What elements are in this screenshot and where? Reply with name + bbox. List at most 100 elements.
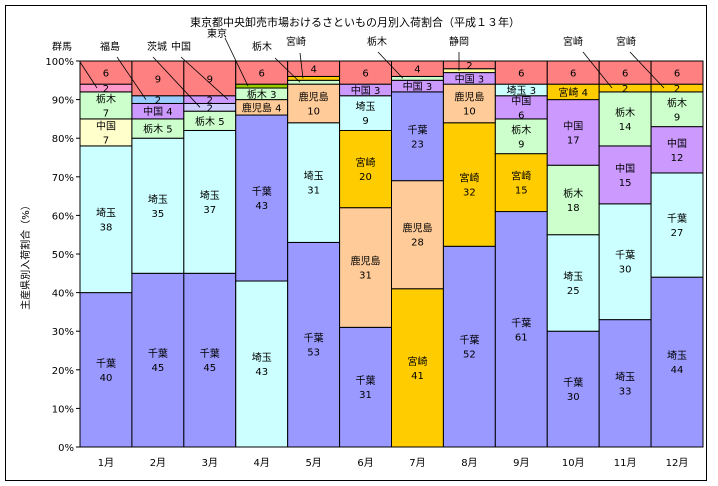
data-label: 23	[411, 139, 424, 150]
bar-segment	[287, 122, 341, 243]
segment-name-label: 宮崎	[459, 172, 479, 185]
segment-name-label: 栃木	[511, 123, 531, 136]
callout-label: 栃木	[367, 35, 387, 48]
data-label: 33	[619, 386, 632, 397]
bar-segment	[650, 172, 704, 278]
data-label: 7	[103, 135, 109, 146]
callout-label: 宮崎	[563, 35, 583, 48]
callout-label: 宮崎	[286, 35, 306, 48]
data-label: 2	[466, 61, 472, 72]
bar-segment	[79, 292, 133, 448]
data-label: 2	[207, 103, 213, 114]
y-tick-label: 10%	[52, 404, 74, 415]
segment-name-label: 千葉	[148, 347, 168, 360]
bar-segment	[650, 126, 704, 174]
x-tick-label: 3月	[202, 457, 218, 469]
y-tick-label: 100%	[45, 57, 74, 68]
data-label: 61	[515, 332, 528, 343]
segment-name-label: 千葉	[96, 357, 116, 370]
x-tick-label: 10月	[562, 457, 585, 469]
data-label: 栃木 3	[247, 88, 277, 101]
segment-name-label: 埼玉	[252, 351, 272, 364]
callout-leader-line	[629, 51, 665, 89]
segment-name-label: 栃木	[667, 96, 687, 109]
callout-label: 東京	[207, 27, 227, 40]
data-label: 6	[622, 69, 628, 80]
data-label: 30	[619, 265, 632, 276]
segment-name-label: 鹿児島	[402, 222, 432, 235]
bar-segment	[339, 129, 393, 209]
bar-segment	[442, 122, 496, 247]
bar-segment	[79, 91, 133, 120]
segment-name-label: 宮崎	[356, 156, 376, 169]
x-tick-label: 7月	[409, 457, 425, 469]
bar-segment	[546, 99, 600, 166]
segment-name-label: 千葉	[252, 185, 272, 198]
data-label: 28	[411, 238, 424, 249]
data-label: 10	[307, 106, 320, 117]
data-label: 45	[152, 363, 165, 374]
segment-name-label: 栃木	[563, 187, 583, 200]
x-tick-label: 9月	[513, 457, 529, 469]
segment-name-label: 中国	[96, 119, 116, 132]
data-label: 中国 3	[403, 80, 433, 93]
callout-label: 静岡	[449, 35, 469, 48]
segment-name-label: 埼玉	[304, 170, 324, 183]
data-label: 10	[463, 106, 476, 117]
x-tick-label: 4月	[254, 457, 270, 469]
axes-layer: 1月 2月 3月 4月 5月 6月 7月 8月 9月 10月 11月 12月 0% 10% 20% 30% 40…	[45, 57, 703, 469]
data-label: 9	[518, 139, 524, 150]
data-label: 43	[255, 367, 268, 378]
data-label: 31	[359, 390, 372, 401]
bar-segment	[650, 60, 704, 85]
bar-segment	[339, 326, 393, 448]
data-label: 40	[100, 373, 113, 384]
y-tick-label: 0%	[58, 443, 74, 454]
bar-segment	[546, 164, 600, 236]
data-label: 27	[671, 228, 684, 239]
y-tick-label: 60%	[52, 211, 74, 222]
callout-leader-line	[116, 56, 147, 100]
bar-segment	[183, 129, 237, 274]
x-tick-label: 2月	[150, 457, 166, 469]
bar-segment	[442, 83, 496, 124]
x-tick-label: 6月	[357, 457, 373, 469]
x-tick-label: 12月	[666, 457, 689, 469]
segment-name-label: 鹿児島	[454, 90, 484, 103]
data-label: 15	[619, 178, 632, 189]
data-label: 2	[207, 96, 213, 107]
bar-segment	[494, 118, 548, 155]
callout-leader-line	[79, 61, 98, 89]
bar-segment	[131, 60, 185, 97]
segment-name-label: 宮崎	[407, 355, 427, 368]
bar-segment	[494, 153, 548, 213]
bar-segment	[287, 83, 341, 124]
data-label: 38	[100, 222, 113, 233]
bar-segment	[339, 207, 393, 328]
segment-name-label: 千葉	[304, 332, 324, 345]
data-label: 中国 3	[455, 72, 485, 85]
segment-name-label: 千葉	[563, 376, 583, 389]
segment-name-label: 千葉	[200, 347, 220, 360]
bar-segment	[391, 180, 444, 290]
bar-segment	[339, 95, 393, 131]
segment-name-label: 宮崎	[511, 170, 531, 183]
segment-name-label: 鹿児島	[299, 90, 329, 103]
callout-leader-line	[274, 57, 301, 83]
callout-label: 福島	[100, 40, 120, 53]
data-label: 2	[103, 84, 109, 95]
x-tick-label: 8月	[461, 457, 477, 469]
segment-name-label: 栃木	[96, 92, 116, 105]
callout-label: 宮崎	[616, 35, 636, 48]
data-label: 43	[255, 201, 268, 212]
data-label: 52	[463, 350, 476, 361]
segment-name-label: 中国	[667, 137, 687, 150]
callout-leader-line	[180, 56, 229, 100]
segment-name-label: 千葉	[356, 374, 376, 387]
callout-leader-line	[152, 56, 201, 108]
data-label: 鹿児島 4	[242, 101, 282, 114]
y-tick-label: 50%	[52, 250, 74, 261]
data-label: 18	[567, 203, 580, 214]
